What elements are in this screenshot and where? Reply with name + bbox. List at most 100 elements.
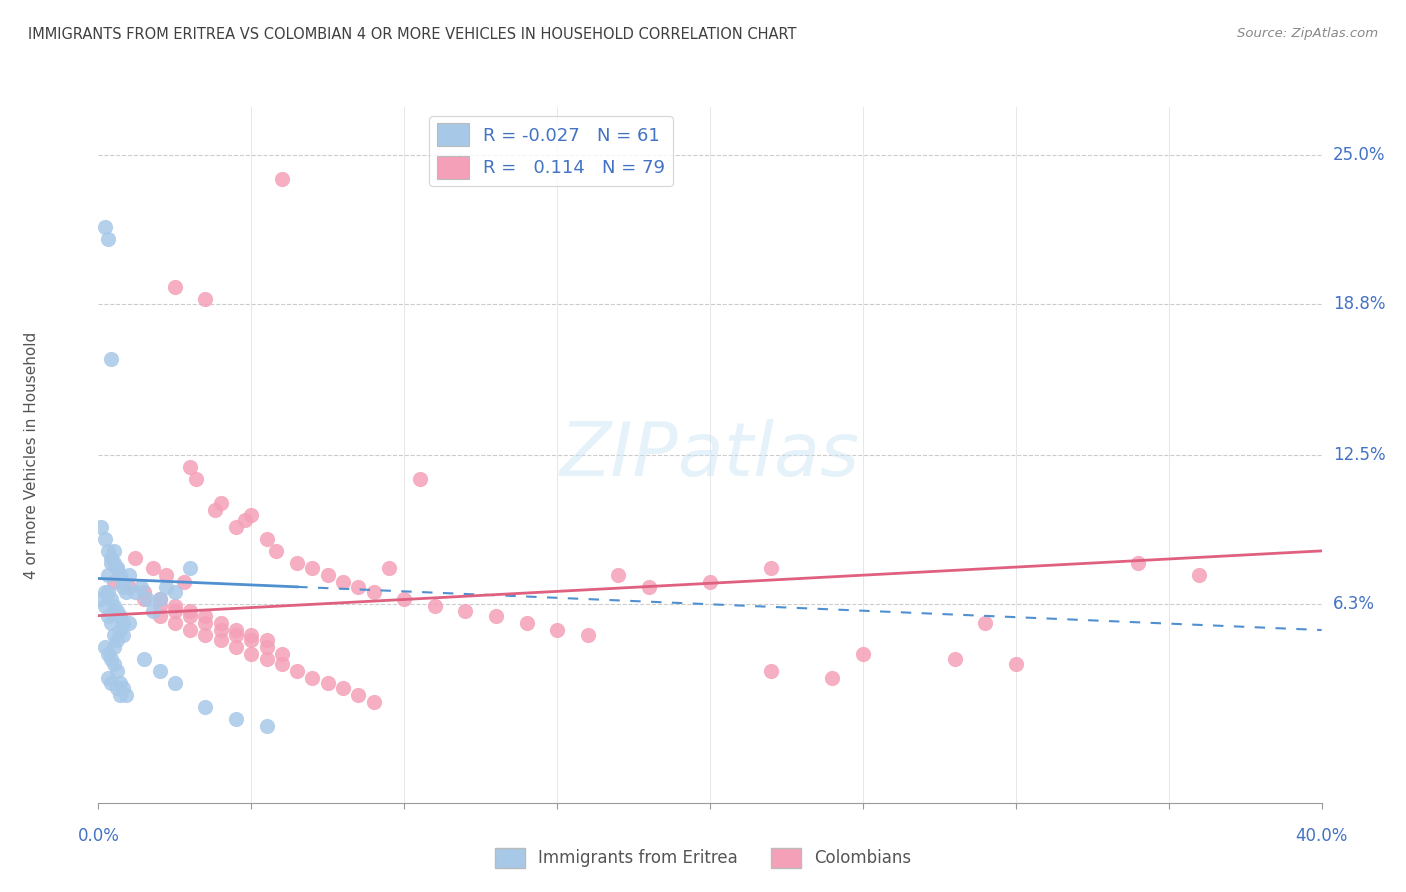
Point (118, 615, 141, 630)
Point (97, 647, 120, 661)
Point (100, 676, 122, 690)
Point (105, 681, 128, 695)
Point (699, 575, 721, 590)
Point (332, 681, 354, 695)
Text: 4 or more Vehicles in Household: 4 or more Vehicles in Household (24, 331, 38, 579)
Point (163, 584, 186, 599)
Point (270, 657, 294, 671)
Point (179, 608, 201, 623)
Point (761, 664, 783, 678)
Point (155, 567, 177, 582)
Text: 18.8%: 18.8% (1333, 294, 1385, 313)
Point (194, 699, 217, 714)
Point (209, 623, 232, 637)
Point (105, 604, 128, 618)
Point (209, 632, 232, 647)
Point (256, 532, 278, 546)
Point (285, 556, 308, 570)
Legend: R = -0.027   N = 61, R =   0.114   N = 79: R = -0.027 N = 61, R = 0.114 N = 79 (429, 116, 672, 186)
Point (118, 580, 141, 594)
Point (93, 532, 115, 546)
Point (179, 604, 201, 618)
Point (1004, 657, 1026, 671)
Text: 25.0%: 25.0% (1333, 146, 1385, 164)
Point (546, 623, 568, 637)
Point (256, 632, 278, 647)
Point (97, 567, 120, 582)
Point (105, 560, 128, 574)
Point (149, 664, 172, 678)
Point (134, 584, 156, 599)
Point (256, 640, 278, 654)
Point (163, 676, 186, 690)
Point (378, 560, 401, 574)
Point (225, 628, 247, 642)
Point (179, 560, 201, 574)
Point (454, 604, 477, 618)
Point (516, 615, 538, 630)
Point (637, 580, 661, 594)
Point (974, 615, 997, 630)
Point (97, 584, 120, 599)
Point (108, 567, 131, 582)
Point (821, 671, 844, 685)
Point (115, 584, 138, 599)
Point (761, 560, 783, 574)
Point (103, 657, 125, 671)
Point (194, 628, 217, 642)
Point (136, 591, 159, 606)
Point (100, 351, 122, 366)
Point (103, 599, 125, 613)
Point (204, 503, 226, 517)
Point (1188, 567, 1211, 582)
Point (134, 591, 156, 606)
Point (179, 459, 201, 474)
Point (301, 560, 323, 574)
Point (93, 640, 115, 654)
Point (363, 695, 385, 709)
Point (149, 591, 172, 606)
Point (225, 520, 247, 534)
Point (1128, 556, 1150, 570)
Point (111, 580, 134, 594)
Point (103, 575, 125, 590)
Point (163, 599, 186, 613)
Text: IMMIGRANTS FROM ERITREA VS COLOMBIAN 4 OR MORE VEHICLES IN HOUSEHOLD CORRELATION: IMMIGRANTS FROM ERITREA VS COLOMBIAN 4 O… (28, 27, 797, 42)
Point (316, 676, 339, 690)
Point (100, 652, 122, 666)
Point (285, 664, 308, 678)
Point (90, 520, 112, 534)
Point (240, 647, 263, 661)
Point (163, 604, 186, 618)
Point (105, 664, 128, 678)
Point (124, 584, 146, 599)
Point (194, 608, 217, 623)
Point (105, 560, 128, 574)
Point (124, 551, 146, 566)
Point (347, 580, 370, 594)
Text: ZIPatlas: ZIPatlas (560, 419, 860, 491)
Point (93, 599, 115, 613)
Point (103, 556, 125, 570)
Text: 6.3%: 6.3% (1333, 595, 1375, 613)
Point (179, 623, 201, 637)
Point (149, 608, 172, 623)
Point (270, 647, 294, 661)
Point (111, 575, 134, 590)
Point (93, 584, 115, 599)
Point (225, 623, 247, 637)
Point (256, 719, 278, 733)
Point (392, 591, 416, 606)
Point (149, 599, 172, 613)
Point (576, 628, 599, 642)
Text: Source: ZipAtlas.com: Source: ZipAtlas.com (1237, 27, 1378, 40)
Point (97, 608, 120, 623)
Point (163, 615, 186, 630)
Point (347, 688, 370, 702)
Point (100, 551, 122, 566)
Point (103, 628, 125, 642)
Point (408, 472, 430, 486)
Point (363, 584, 385, 599)
Point (149, 591, 172, 606)
Point (100, 556, 122, 570)
